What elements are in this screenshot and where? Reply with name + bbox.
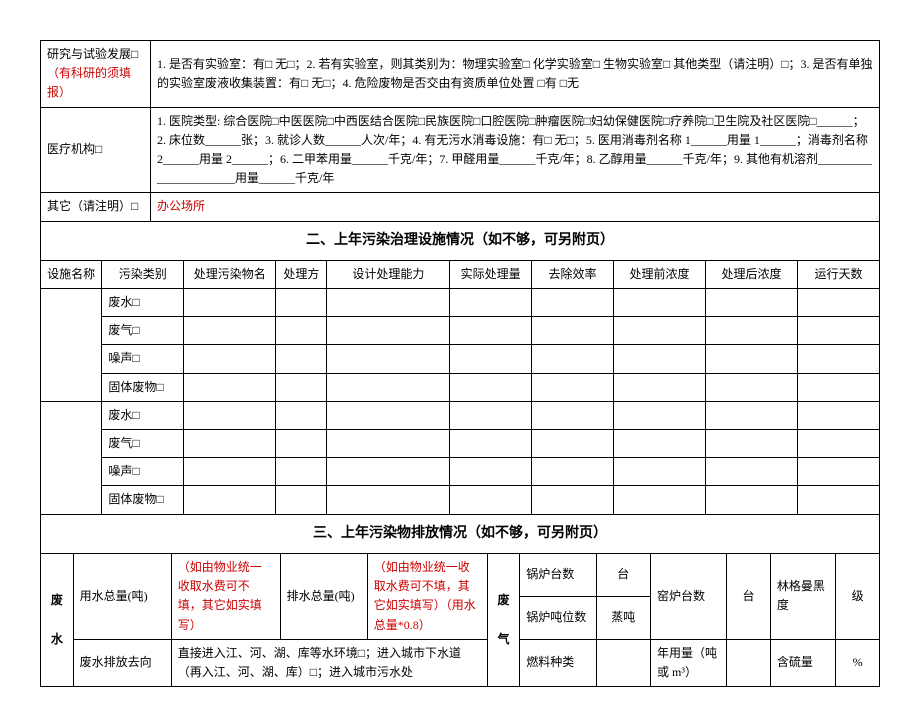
s3-r1-c2: （如由物业统一收取水费可不填，其它如实填写） (171, 553, 280, 639)
s2-h7: 处理前浓度 (613, 260, 705, 288)
s3-r1-c3: 排水总量(吨) (280, 553, 367, 639)
s3-r1-c5: 锅炉台数 (520, 553, 596, 596)
s3-r2-c2: 直接进入江、河、湖、库等水环境□；进入城市下水道（再入江、河、湖、库）□；进入城… (171, 639, 487, 686)
s3-r2-c5v (596, 639, 650, 686)
s3-r2-c9: 含硫量 (770, 639, 835, 686)
s3-r2-c7: 年用量（吨 或 m³） (651, 639, 727, 686)
s2-g2-t0: 废水□ (102, 401, 184, 429)
s3-r2-c10: % (836, 639, 880, 686)
s2-h4: 设计处理能力 (327, 260, 450, 288)
s2-g1-t2: 噪声□ (102, 345, 184, 373)
s3-r1-c4: （如由物业统一收取水费可不填，其它如实填写）（用水总量*0.8） (367, 553, 487, 639)
waste-water-label: 废 水 (41, 553, 74, 686)
s2-g2-name (41, 401, 102, 514)
s1-row2-label: 其它（请注明）□ (41, 193, 151, 221)
section2-title: 二、上年污染治理设施情况（如不够，可另附页） (41, 221, 880, 260)
section2-header-row: 设施名称 污染类别 处理污染物名 处理方 设计处理能力 实际处理量 去除效率 处… (41, 260, 880, 288)
s2-h0: 设施名称 (41, 260, 102, 288)
s1-row1-label: 医疗机构□ (41, 107, 151, 193)
s2-g1-t0: 废水□ (102, 289, 184, 317)
s2-g2-t3: 固体废物□ (102, 486, 184, 514)
s3-r1-c1: 用水总量(吨) (73, 553, 171, 639)
s3-r1-c10: 级 (836, 553, 880, 639)
s2-g1-t1: 废气□ (102, 317, 184, 345)
s3-r2-c5: 燃料种类 (520, 639, 596, 686)
s1-row0-label-note: （有科研的须填报） (47, 66, 131, 99)
s3-r1-c8: 台 (727, 553, 771, 639)
s3-r1b-c6: 蒸吨 (596, 596, 650, 639)
section1-table: 研究与试验发展□ （有科研的须填报） 1. 是否有实验室：有□ 无□；2. 若有… (40, 40, 880, 222)
s1-row0-label-main: 研究与试验发展□ (47, 47, 138, 61)
section2-table: 二、上年污染治理设施情况（如不够，可另附页） 设施名称 污染类别 处理污染物名 … (40, 221, 880, 515)
s2-g2-t2: 噪声□ (102, 458, 184, 486)
s1-row0-content: 1. 是否有实验室：有□ 无□；2. 若有实验室，则其类别为：物理实验室□ 化学… (151, 41, 880, 108)
s2-h9: 运行天数 (798, 260, 880, 288)
waste-gas-label: 废 气 (487, 553, 520, 686)
s1-row2-content: 办公场所 (151, 193, 880, 221)
s2-h6: 去除效率 (532, 260, 614, 288)
s2-g2-t1: 废气□ (102, 430, 184, 458)
s1-row0-label: 研究与试验发展□ （有科研的须填报） (41, 41, 151, 108)
section3-table: 三、上年污染物排放情况（如不够，可另附页） 废 水 用水总量(吨) （如由物业统… (40, 514, 880, 688)
s2-g1-t3: 固体废物□ (102, 373, 184, 401)
s3-r2-c1: 废水排放去向 (73, 639, 171, 686)
s2-h5: 实际处理量 (450, 260, 532, 288)
s2-h1: 污染类别 (102, 260, 184, 288)
s3-r1-c9: 林格曼黑度 (770, 553, 835, 639)
s2-g1-name (41, 289, 102, 402)
s2-h8: 处理后浓度 (705, 260, 797, 288)
s2-h3: 处理方 (276, 260, 327, 288)
section3-title: 三、上年污染物排放情况（如不够，可另附页） (41, 514, 880, 553)
s3-r1-c7: 窑炉台数 (651, 553, 727, 639)
s3-r1-c6: 台 (596, 553, 650, 596)
s2-h2: 处理污染物名 (184, 260, 276, 288)
s3-r2-c7v (727, 639, 771, 686)
s1-row1-content: 1. 医院类型: 综合医院□中医医院□中西医结合医院□民族医院□口腔医院□肿瘤医… (151, 107, 880, 193)
s3-r1b-c5: 锅炉吨位数 (520, 596, 596, 639)
